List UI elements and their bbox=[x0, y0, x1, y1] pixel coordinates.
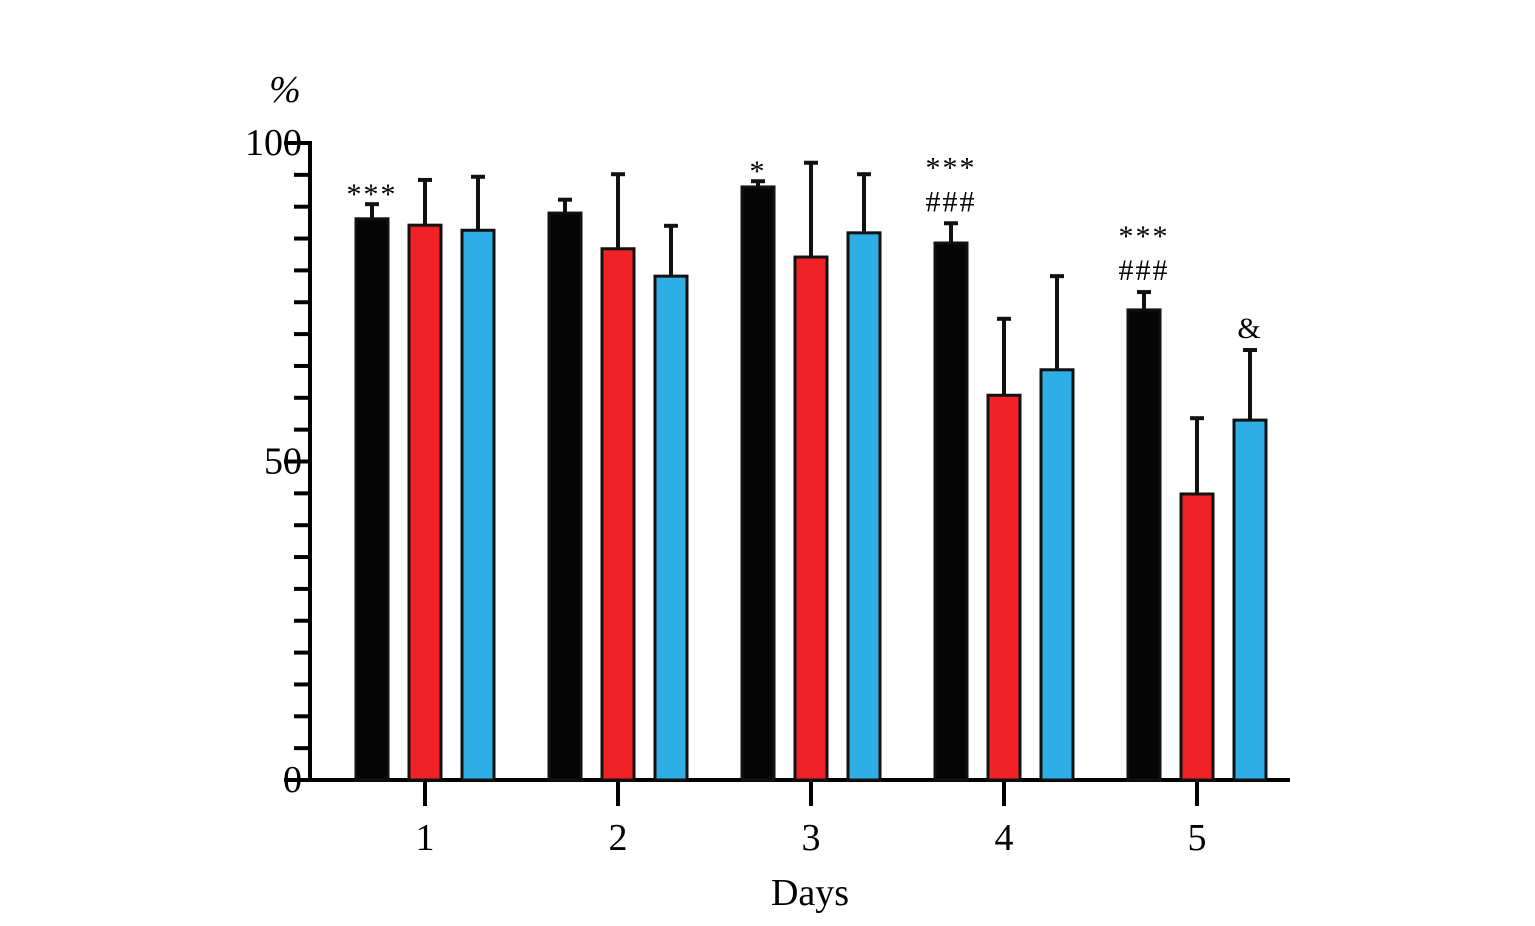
significance-annotation: *** bbox=[926, 151, 977, 184]
bar-group-blue-day-1 bbox=[460, 228, 496, 782]
bar-group-black-day-1 bbox=[354, 217, 390, 782]
bar-group-blue-day-3 bbox=[846, 231, 882, 782]
significance-annotation: ### bbox=[1119, 254, 1170, 287]
significance-annotation: *** bbox=[347, 178, 398, 211]
bar-group-red-day-3 bbox=[793, 255, 829, 782]
bar-group-blue-day-2 bbox=[653, 274, 689, 782]
bar-group-blue-day-4 bbox=[1039, 368, 1075, 782]
significance-annotation: * bbox=[750, 155, 767, 188]
x-axis-label: Days bbox=[771, 872, 849, 914]
bar-group-red-day-1 bbox=[407, 223, 443, 782]
x-tick-label: 1 bbox=[416, 817, 435, 859]
bars: **** ***###***###& bbox=[347, 151, 1268, 782]
x-tick-label: 3 bbox=[802, 817, 821, 859]
x-tick-label: 4 bbox=[995, 817, 1014, 859]
y-axis-label: % bbox=[269, 69, 301, 111]
y-tick-label: 50 bbox=[264, 441, 302, 483]
bar-group-red-day-4 bbox=[986, 393, 1022, 782]
x-tick-label: 5 bbox=[1188, 817, 1207, 859]
bar-group-red-day-2 bbox=[600, 247, 636, 782]
bar-group-red-day-5 bbox=[1179, 492, 1215, 782]
bar-group-black-day-3 bbox=[740, 185, 776, 782]
significance-annotation: & bbox=[1237, 312, 1262, 345]
bar-group-blue-day-5 bbox=[1232, 418, 1268, 782]
y-tick-label: 0 bbox=[283, 759, 302, 801]
bar-group-black-day-4 bbox=[933, 241, 969, 782]
significance-annotation: *** bbox=[1119, 220, 1170, 253]
y-tick-label: 100 bbox=[245, 122, 302, 164]
bar-group-black-day-5 bbox=[1126, 308, 1162, 782]
significance-annotation: ### bbox=[926, 185, 977, 218]
bar-group-black-day-2 bbox=[547, 211, 583, 782]
x-tick-label: 2 bbox=[609, 817, 628, 859]
